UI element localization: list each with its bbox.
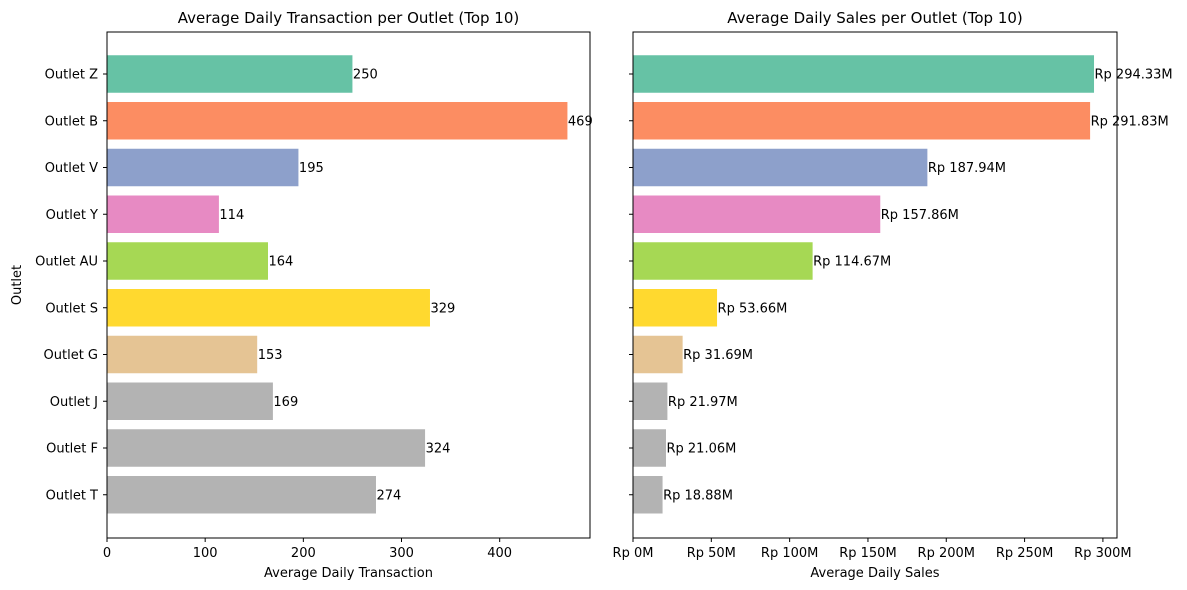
sales-data-label: Rp 157.86M [881, 208, 959, 223]
transaction-data-label: 329 [430, 301, 455, 316]
transaction-y-tick-label: Outlet V [45, 161, 98, 176]
transaction-x-axis-label: Average Daily Transaction [264, 566, 433, 581]
transaction-x-tick-label: 0 [103, 546, 111, 561]
transaction-bar [107, 289, 430, 327]
sales-x-tick-label: Rp 100M [761, 546, 818, 561]
transaction-y-tick-label: Outlet S [45, 301, 98, 316]
transaction-data-label: 169 [273, 395, 298, 410]
sales-x-axis-label: Average Daily Sales [810, 566, 939, 581]
sales-bar [633, 289, 718, 327]
transaction-y-tick-label: Outlet AU [35, 255, 98, 270]
transaction-bar [107, 476, 376, 514]
sales-data-label: Rp 18.88M [663, 488, 733, 503]
sales-bar [633, 102, 1091, 140]
sales-data-label: Rp 114.67M [813, 255, 891, 270]
sales-bar [633, 476, 663, 514]
transaction-bar [107, 382, 273, 420]
sales-axes-frame [632, 31, 1118, 539]
transaction-data-label: 195 [299, 161, 324, 176]
transaction-data-label: 164 [269, 255, 294, 270]
transaction-data-label: 274 [376, 488, 401, 503]
transaction-x-tick-label: 200 [291, 546, 316, 561]
sales-data-label: Rp 21.97M [668, 395, 738, 410]
transaction-x-tick-label: 300 [389, 546, 414, 561]
sales-bar [633, 429, 666, 467]
sales-x-tick-label: Rp 250M [996, 546, 1053, 561]
transaction-y-tick-label: Outlet G [44, 348, 98, 363]
sales-bar [633, 195, 881, 233]
sales-data-label: Rp 21.06M [666, 442, 736, 457]
sales-x-tick-label: Rp 300M [1074, 546, 1131, 561]
transaction-data-label: 114 [219, 208, 244, 223]
sales-bar [633, 242, 813, 280]
transaction-x-tick-label: 100 [193, 546, 218, 561]
transaction-bar [107, 195, 219, 233]
sales-chart: Average Daily Sales per Outlet (Top 10) R… [613, 9, 1173, 581]
transaction-bar [107, 55, 353, 93]
transaction-bar [107, 429, 426, 467]
transaction-y-tick-label: Outlet T [46, 488, 98, 503]
transaction-y-axis-label: Outlet [10, 265, 25, 305]
transaction-data-label: 250 [353, 68, 378, 83]
transaction-chart: Average Daily Transaction per Outlet (To… [10, 9, 593, 581]
transaction-x-tick-label: 400 [487, 546, 512, 561]
transaction-y-tick-label: Outlet Y [46, 208, 98, 223]
sales-data-label: Rp 294.33M [1095, 68, 1173, 83]
sales-data-label: Rp 31.69M [683, 348, 753, 363]
transaction-bar [107, 242, 268, 280]
transaction-data-label: 324 [426, 442, 451, 457]
transaction-y-tick-label: Outlet J [50, 395, 98, 410]
transaction-y-tick-label: Outlet F [46, 442, 98, 457]
transaction-data-label: 153 [258, 348, 283, 363]
sales-bar [633, 55, 1095, 93]
sales-data-label: Rp 53.66M [718, 301, 788, 316]
transaction-axes-frame [106, 31, 591, 539]
sales-x-tick-label: Rp 50M [687, 546, 736, 561]
transaction-chart-title: Average Daily Transaction per Outlet (To… [178, 9, 519, 27]
sales-chart-title: Average Daily Sales per Outlet (Top 10) [727, 9, 1023, 27]
sales-x-tick-label: Rp 150M [839, 546, 896, 561]
sales-bar [633, 148, 928, 187]
sales-bar [633, 335, 683, 374]
transaction-bar [107, 102, 568, 140]
sales-x-tick-label: Rp 0M [613, 546, 654, 561]
transaction-bar [107, 335, 258, 374]
transaction-bar [107, 148, 299, 187]
sales-data-label: Rp 291.83M [1091, 114, 1169, 129]
sales-x-tick-label: Rp 200M [918, 546, 975, 561]
transaction-y-tick-label: Outlet Z [45, 68, 98, 83]
sales-bar [633, 382, 668, 420]
transaction-data-label: 469 [568, 114, 593, 129]
transaction-y-tick-label: Outlet B [45, 114, 98, 129]
sales-data-label: Rp 187.94M [928, 161, 1006, 176]
